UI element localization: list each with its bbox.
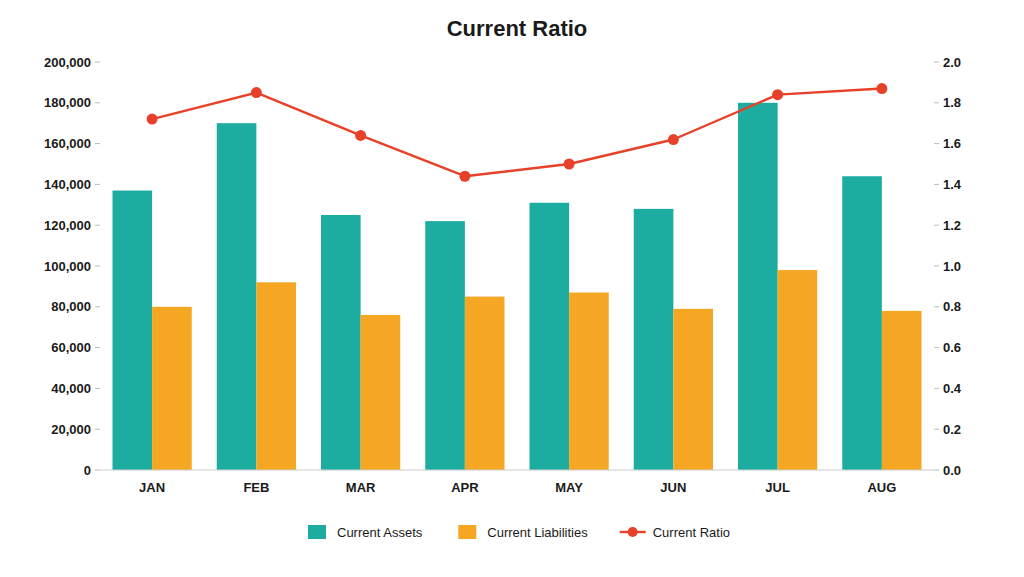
x-tick-label: AUG	[867, 480, 896, 495]
x-axis-line	[100, 470, 934, 471]
y2-tick-label: 1.2	[943, 218, 961, 233]
y-tick	[95, 266, 100, 267]
y2-tick	[934, 62, 939, 63]
y-tick-label: 60,000	[51, 340, 91, 355]
legend: Current Assets Current Liabilities Current…	[308, 525, 730, 540]
bar	[152, 307, 192, 470]
line-marker	[355, 130, 366, 141]
line-marker	[251, 87, 262, 98]
bar	[842, 176, 882, 470]
y-tick-label: 0	[84, 463, 91, 478]
bar	[256, 282, 296, 470]
y-tick	[95, 225, 100, 226]
line-marker	[459, 171, 470, 182]
y2-tick-label: 2.0	[943, 55, 961, 70]
y2-tick-label: 0.6	[943, 340, 961, 355]
y-tick-label: 80,000	[51, 299, 91, 314]
line-marker	[876, 83, 887, 94]
y-tick-label: 180,000	[44, 95, 91, 110]
title: Current Ratio	[447, 16, 588, 41]
x-tick-label: APR	[451, 480, 479, 495]
y2-tick-label: 0.8	[943, 299, 961, 314]
x-tick-label: JUN	[660, 480, 686, 495]
y-tick-label: 140,000	[44, 177, 91, 192]
y-tick	[95, 347, 100, 348]
y2-tick-label: 1.8	[943, 95, 961, 110]
bar	[569, 293, 609, 470]
line-marker	[147, 114, 158, 125]
x-tick-label: MAR	[346, 480, 376, 495]
line-marker	[668, 134, 679, 145]
y2-tick	[934, 143, 939, 144]
y2-tick	[934, 225, 939, 226]
y2-tick	[934, 347, 939, 348]
y2-tick-label: 0.2	[943, 422, 961, 437]
legend-label: Current Ratio	[653, 525, 730, 540]
chart: Current Ratio 0 20,000 40,000 60,000 80,000 10…	[0, 0, 1024, 577]
plot-area	[113, 83, 922, 470]
y-tick	[95, 429, 100, 430]
y2-axis: 0.0 0.2 0.4 0.6 0.8 1.0 1.2 1.4 1.6 1.8 2.0	[934, 55, 962, 478]
y2-tick	[934, 306, 939, 307]
legend-swatch	[308, 525, 326, 539]
legend-swatch	[458, 525, 476, 539]
background	[0, 0, 1024, 577]
y2-tick	[934, 266, 939, 267]
y-tick	[95, 184, 100, 185]
bar	[321, 215, 361, 470]
y2-tick-label: 1.0	[943, 259, 961, 274]
y2-tick	[934, 184, 939, 185]
y-tick-label: 120,000	[44, 218, 91, 233]
y-tick	[95, 102, 100, 103]
y-tick	[95, 306, 100, 307]
y-tick	[95, 143, 100, 144]
y-axis: 0 20,000 40,000 60,000 80,000 100,000 120,000 1…	[44, 55, 100, 478]
line-marker	[772, 89, 783, 100]
bar	[738, 103, 778, 470]
y2-tick-label: 0.4	[943, 381, 962, 396]
y-tick-label: 20,000	[51, 422, 91, 437]
bar	[530, 203, 570, 470]
y-tick-label: 40,000	[51, 381, 91, 396]
bar	[361, 315, 401, 470]
legend-item: Current Liabilities	[458, 525, 588, 540]
bar	[778, 270, 818, 470]
bar	[465, 297, 505, 470]
y2-tick-label: 0.0	[943, 463, 961, 478]
line-marker	[564, 159, 575, 170]
y-tick-label: 200,000	[44, 55, 91, 70]
y2-tick	[934, 102, 939, 103]
y2-tick-label: 1.4	[943, 177, 962, 192]
y2-tick	[934, 429, 939, 430]
legend-item: Current Assets	[308, 525, 423, 540]
y2-tick	[934, 470, 939, 471]
legend-item: Current Ratio	[620, 525, 730, 540]
bar	[882, 311, 922, 470]
bar	[425, 221, 465, 470]
legend-label: Current Liabilities	[487, 525, 588, 540]
bar	[217, 123, 257, 470]
x-tick-label: JUL	[765, 480, 790, 495]
x-tick-label: FEB	[243, 480, 269, 495]
bar	[634, 209, 674, 470]
y-tick	[95, 388, 100, 389]
bar	[673, 309, 713, 470]
y-tick	[95, 62, 100, 63]
x-tick-label: JAN	[139, 480, 165, 495]
y-tick	[95, 470, 100, 471]
x-tick-label: MAY	[555, 480, 583, 495]
y2-tick-label: 1.6	[943, 136, 961, 151]
y2-tick	[934, 388, 939, 389]
y-tick-label: 100,000	[44, 259, 91, 274]
legend-marker	[628, 527, 638, 537]
line	[152, 89, 882, 177]
y-tick-label: 160,000	[44, 136, 91, 151]
bar	[113, 191, 153, 470]
x-axis: JAN FEB MAR APR MAY JUN JUL AUG	[139, 480, 896, 495]
legend-label: Current Assets	[337, 525, 423, 540]
